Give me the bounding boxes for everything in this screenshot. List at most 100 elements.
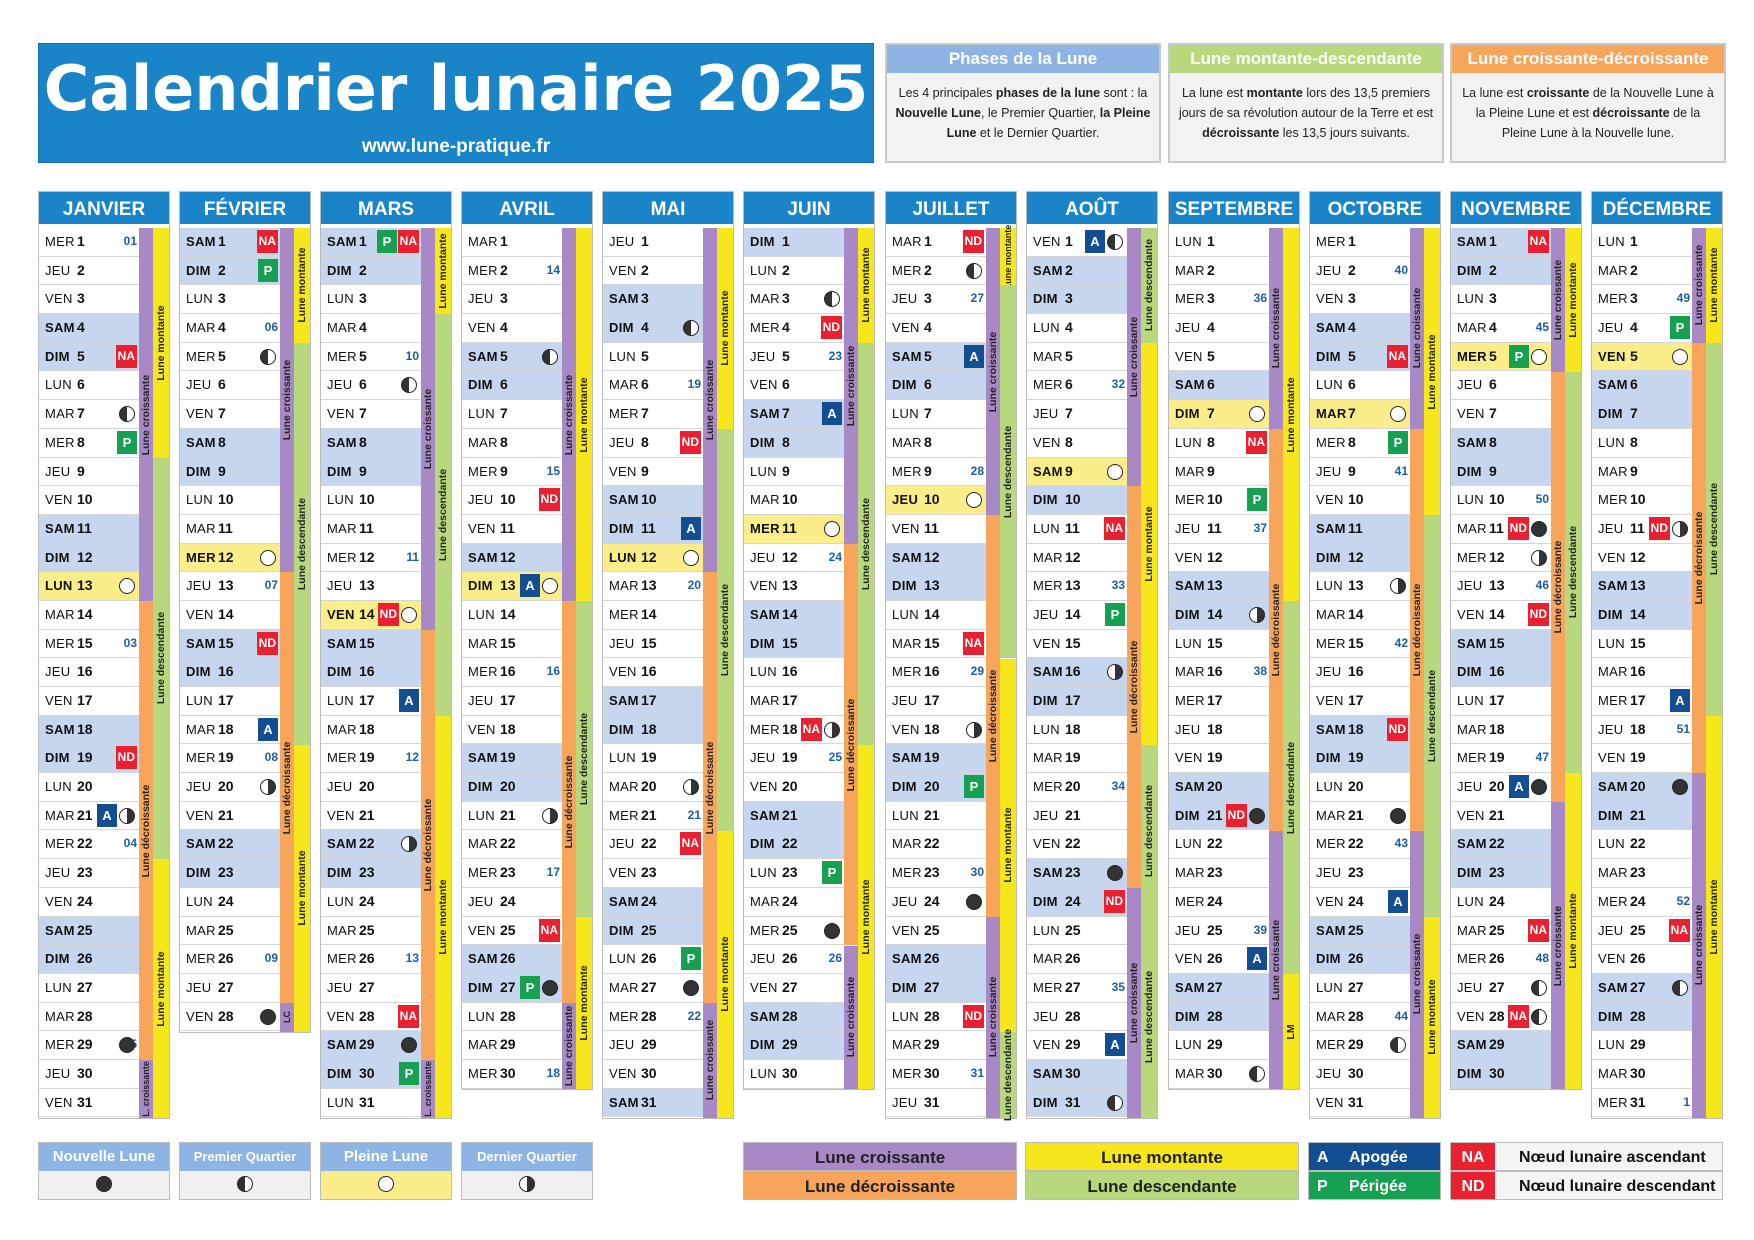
phase-strip-label: Lune montante (437, 879, 449, 955)
event-badge: ND (820, 316, 842, 340)
day-row: DIM 24 ND (1027, 887, 1127, 917)
day-name: SAM (609, 693, 639, 708)
day-number: 29 (359, 1036, 375, 1053)
day-row: DIM 26 (1310, 945, 1410, 974)
day-name: MER (468, 262, 498, 278)
phase-strip: Lune montante (1565, 228, 1581, 372)
day-number: 3 (1630, 290, 1638, 307)
day-row: VEN 14 ND (1451, 601, 1551, 630)
week-number: 23 (828, 348, 842, 363)
day-number: 3 (1348, 290, 1356, 307)
phase-strip-label: Lune descendante (1002, 1028, 1014, 1121)
day-row: VEN 31 (39, 1089, 139, 1118)
day-row: MAR 21 A (39, 802, 139, 831)
day-number: 11 (1630, 519, 1645, 536)
day-row: MAR 9 (1169, 458, 1269, 487)
day-row: LUN 17 (180, 687, 280, 716)
day-name: MAR (45, 606, 75, 622)
day-name: MER (1175, 291, 1205, 307)
day-row: MER 19 08 (180, 744, 280, 774)
day-number: 25 (1348, 921, 1364, 938)
day-row: MER 19 47 (1451, 744, 1551, 774)
day-row: VEN 21 (180, 802, 280, 831)
day-number: 24 (1489, 892, 1505, 909)
day-name: MER (609, 406, 639, 422)
day-name: LUN (892, 1008, 919, 1024)
day-row: MER 31 1 (1592, 1089, 1692, 1118)
day-row: LUN 23 P (744, 859, 844, 888)
day-number: 26 (77, 950, 93, 967)
phase-strip: Lune croissante (703, 1002, 717, 1118)
day-name: JEU (45, 664, 71, 680)
day-row: MER802P (39, 429, 139, 458)
day-row: VEN 19 (1592, 744, 1692, 774)
day-name: JEU (186, 979, 212, 995)
day-row: MER 10 (1592, 486, 1692, 515)
day-number: 22 (218, 835, 234, 852)
day-name: JEU (45, 463, 71, 479)
day-name: MER (327, 549, 357, 565)
day-name: LUN (1033, 520, 1060, 536)
day-name: MER (186, 348, 216, 364)
day-row: JEU 19 25 (744, 744, 844, 774)
day-row: JEU 16 (39, 658, 139, 687)
day-number: 7 (641, 405, 649, 422)
legend-premier-quartier: Premier Quartier (179, 1142, 311, 1200)
day-name: DIM (1033, 893, 1058, 909)
phase-strip: Lune décroissante (844, 543, 858, 946)
phase-strip-label: Lune montante (296, 850, 308, 926)
day-row: JEU 27 (321, 974, 421, 1003)
phase-strip-label: Lune croissante (1411, 933, 1423, 1015)
day-row: LUN 22 (1592, 830, 1692, 860)
day-number: 18 (924, 720, 940, 737)
month-header: JUILLET (886, 192, 1016, 228)
day-name: LUN (1457, 893, 1484, 909)
day-number: 14 (359, 605, 375, 622)
day-name: MER (45, 234, 75, 249)
day-row: LUN 10 (180, 486, 280, 515)
week-number: 01 (123, 234, 137, 248)
day-number: 12 (1207, 548, 1223, 565)
day-name: MAR (892, 1037, 922, 1053)
day-number: 3 (782, 290, 790, 307)
week-number: 18 (546, 1065, 560, 1080)
day-number: 16 (1489, 663, 1505, 680)
phase-strip-label: Lune montante (1567, 893, 1579, 969)
day-name: LUN (1033, 922, 1060, 938)
day-number: 23 (924, 864, 940, 881)
day-row: MER 9 28 (886, 458, 986, 487)
day-number: 20 (77, 778, 93, 795)
day-number: 3 (1489, 290, 1497, 307)
day-row: VEN 23 (603, 859, 703, 888)
day-number: 27 (1630, 978, 1646, 995)
day-name: MAR (1175, 1065, 1205, 1081)
site-url[interactable]: www.lune-pratique.fr (361, 136, 551, 157)
event-badge: NA (1507, 1004, 1529, 1028)
day-number: 12 (1489, 548, 1505, 565)
day-name: MAR (468, 234, 498, 249)
day-number: 5 (1489, 347, 1497, 364)
day-name: LUN (45, 578, 73, 594)
day-name: MER (468, 865, 498, 881)
phase-strip-label: Lune croissante (281, 359, 293, 441)
phase-strip: Lune croissante (1127, 888, 1141, 1118)
day-number: 17 (218, 692, 234, 708)
day-row: VEN 27 (744, 974, 844, 1003)
day-name: JEU (1033, 406, 1059, 422)
phase-strip: Lune décroissante (1410, 428, 1424, 831)
day-number: 10 (924, 491, 940, 508)
day-number: 20 (1207, 778, 1223, 795)
moon-phase-icon (1107, 664, 1123, 681)
day-row: DIM 13 (886, 572, 986, 601)
day-number: 3 (77, 290, 85, 307)
month-column: AVRIL MAR 1 MER 2 14 JEU 3 VEN 4 SAM 5 DIM 6 LUN 7 MAR 8 M… (461, 191, 593, 1090)
day-row: DIM 14 (1169, 600, 1269, 630)
day-name: MAR (1598, 1065, 1628, 1081)
day-row: SAM 8 (1451, 428, 1551, 458)
day-number: 8 (77, 433, 85, 450)
day-name: MER (609, 807, 639, 823)
moon-phase-icon (401, 606, 417, 623)
day-number: 7 (782, 405, 790, 422)
week-number: 1 (1683, 1094, 1690, 1109)
day-row: LUN 4 (1027, 314, 1127, 343)
